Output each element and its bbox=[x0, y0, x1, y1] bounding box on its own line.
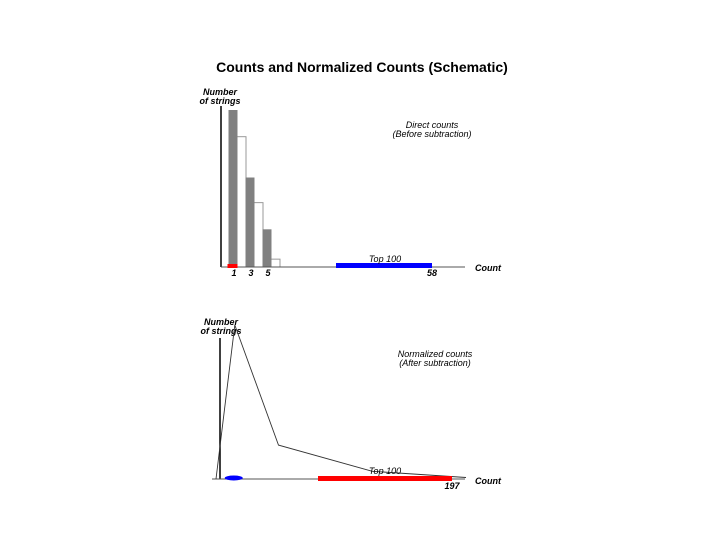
top-100-band bbox=[336, 263, 432, 268]
bottom-top-100-band bbox=[318, 476, 452, 481]
top-100-label: Top 100 bbox=[369, 254, 401, 264]
bottom-tick-label-197: 197 bbox=[444, 481, 460, 491]
bottom-ylabel-line2: of strings bbox=[200, 326, 241, 336]
bottom-annotation-line2: (After subtraction) bbox=[399, 358, 471, 368]
bottom-ylabel-line1: Number bbox=[204, 317, 239, 327]
top-red-segment bbox=[227, 264, 238, 268]
top-filled-bar-1 bbox=[228, 110, 238, 267]
top-outline-bar-2 bbox=[253, 202, 264, 268]
top-tick-label-58: 58 bbox=[427, 268, 437, 278]
top-tick-label-1: 1 bbox=[231, 268, 236, 278]
bottom-normalized-curve bbox=[215, 324, 467, 480]
bottom-top-100-label: Top 100 bbox=[369, 466, 401, 476]
bottom-annotation-line1: Normalized counts bbox=[398, 349, 473, 359]
top-annotation-line2: (Before subtraction) bbox=[392, 129, 471, 139]
top-tick-label-5: 5 bbox=[265, 268, 271, 278]
chart-title: Counts and Normalized Counts (Schematic) bbox=[216, 59, 508, 75]
top-filled-bar-3 bbox=[262, 229, 272, 267]
bottom-blue-blob bbox=[224, 475, 243, 481]
top-tick-label-3: 3 bbox=[248, 268, 253, 278]
top-outline-bar-3 bbox=[270, 258, 281, 268]
top-xlabel: Count bbox=[475, 263, 502, 273]
top-ylabel-line1: Number bbox=[203, 87, 238, 97]
top-annotation-line1: Direct counts bbox=[406, 120, 459, 130]
top-filled-bar-2 bbox=[245, 177, 255, 267]
bottom-xlabel: Count bbox=[475, 476, 502, 486]
top-outline-bar-1 bbox=[236, 136, 247, 268]
top-ylabel-line2: of strings bbox=[199, 96, 240, 106]
